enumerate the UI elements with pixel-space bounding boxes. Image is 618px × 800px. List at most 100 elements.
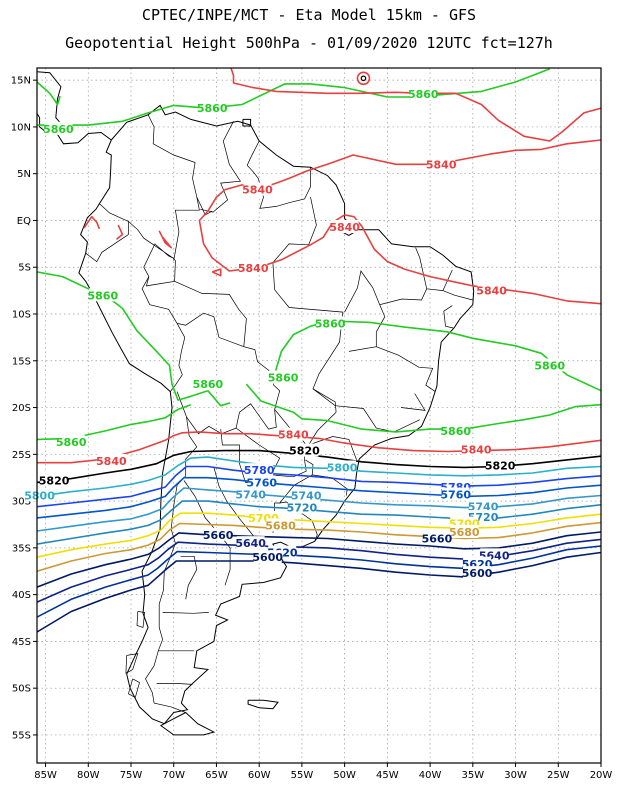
contour-label-bg [292,488,321,502]
contour-label: 5780 [244,464,275,477]
lat-tick-label: 15N [11,76,31,87]
contour-label-bg [269,370,298,384]
contour-label-bg [253,550,282,564]
lon-tick-label: 25W [547,770,570,781]
country-border [125,653,139,674]
coastline [242,118,252,127]
country-border [156,683,193,685]
contour-label: 5600 [252,551,283,564]
contour-extremum-ring [356,71,371,86]
country-border [200,121,242,213]
contour-label: 5860 [197,102,228,115]
contour-label-bg [266,518,295,532]
lon-tick-label: 55W [291,770,314,781]
contour-label: 5680 [449,526,480,539]
lon-tick-label: 80W [77,770,100,781]
contour-label: 5740 [235,489,266,502]
lat-tick-label: 10S [12,310,31,321]
contour-label: 5640 [235,537,266,550]
country-border [426,288,473,301]
contour-label-bg [97,453,126,467]
contour-label: 5840 [238,262,269,275]
contour-label-bg [236,487,265,501]
contour-label-bg [57,435,86,449]
contour-5840 [116,224,124,240]
plot-area [37,68,601,763]
contour-label: 5820 [485,460,516,473]
country-border [278,459,318,542]
contour-label: 5760 [246,476,277,489]
country-border [127,678,140,699]
lat-tick-label: EQ [17,216,31,227]
contour-label-bg [477,283,506,297]
coastline [198,47,212,53]
contour-label-bg [287,500,316,514]
contour-5860 [271,320,601,392]
contour-label-bg [198,101,227,115]
coastline [136,34,186,55]
lat-tick-label: 5N [17,169,31,180]
contour-label-bg [469,499,498,513]
contour-label: 5600 [462,567,493,580]
contour-label: 5680 [265,519,296,532]
contour-5840 [83,215,101,230]
contour-label-bg [247,475,276,489]
lon-tick-label: 30W [504,770,527,781]
contour-label: 5660 [422,533,453,546]
country-border [246,140,311,209]
contour-labels: 5860 5860 5860 5860 5860 5860 5860 5860 5860 5860… [24,87,565,580]
country-border [274,289,344,413]
lat-tick-label: 15S [12,356,31,367]
lat-tick-label: 55S [12,730,31,741]
contour-label-bg [88,288,117,302]
contour-label: 5720 [287,502,318,515]
lon-tick-label: 75W [120,770,143,781]
country-border [147,114,200,261]
contour-label: 5860 [87,289,118,302]
contour-label-bg [245,463,274,477]
lon-tick-label: 20W [590,770,613,781]
contour-label-bg [279,427,308,441]
contour-label: 5860 [315,317,346,330]
contour-label-bg [193,377,222,391]
contour-label: 5860 [56,436,87,449]
contour-label-bg [450,524,479,538]
coastline [159,712,216,736]
lon-tick-label: 60W [248,770,271,781]
lon-tick-label: 65W [205,770,228,781]
contour-label: 5820 [39,475,70,488]
contour-label: 5860 [43,123,74,136]
lon-tick-label: 35W [462,770,485,781]
lat-tick-label: 30S [12,497,31,508]
contour-label: 5860 [408,88,439,101]
contour-label-bg [40,473,69,487]
contour-label-bg [243,182,272,196]
contour-label: 5840 [96,455,127,468]
plot-frame [36,67,602,764]
contour-label-bg [330,220,359,234]
country-border [272,197,317,290]
lat-tick-label: 20S [12,403,31,414]
contour-label: 5740 [291,489,322,502]
map-title-line2: Geopotential Height 500hPa - 01/09/2020 … [65,34,553,52]
lat-tick-label: 5S [18,263,31,274]
contour-label-bg [535,358,564,372]
lat-tick-label: 35S [12,543,31,554]
country-border [162,612,209,614]
map-title-line1: CPTEC/INPE/MCT - Eta Model 15km - GFS [141,6,477,24]
country-border [180,555,198,600]
contour-5860 [245,383,601,433]
contour-label: 5860 [534,359,565,372]
country-border [307,411,357,461]
contour-label-bg [239,261,268,275]
contour-label: 5840 [329,221,360,234]
contour-label-bg [427,157,456,171]
contour-5860 [37,81,61,106]
lat-tick-label: 50S [12,684,31,695]
contour-extremum-center [360,75,367,82]
contour-5860 [37,68,550,126]
contour-label-bg [441,423,470,437]
country-border [400,393,426,411]
coastline [37,112,46,132]
